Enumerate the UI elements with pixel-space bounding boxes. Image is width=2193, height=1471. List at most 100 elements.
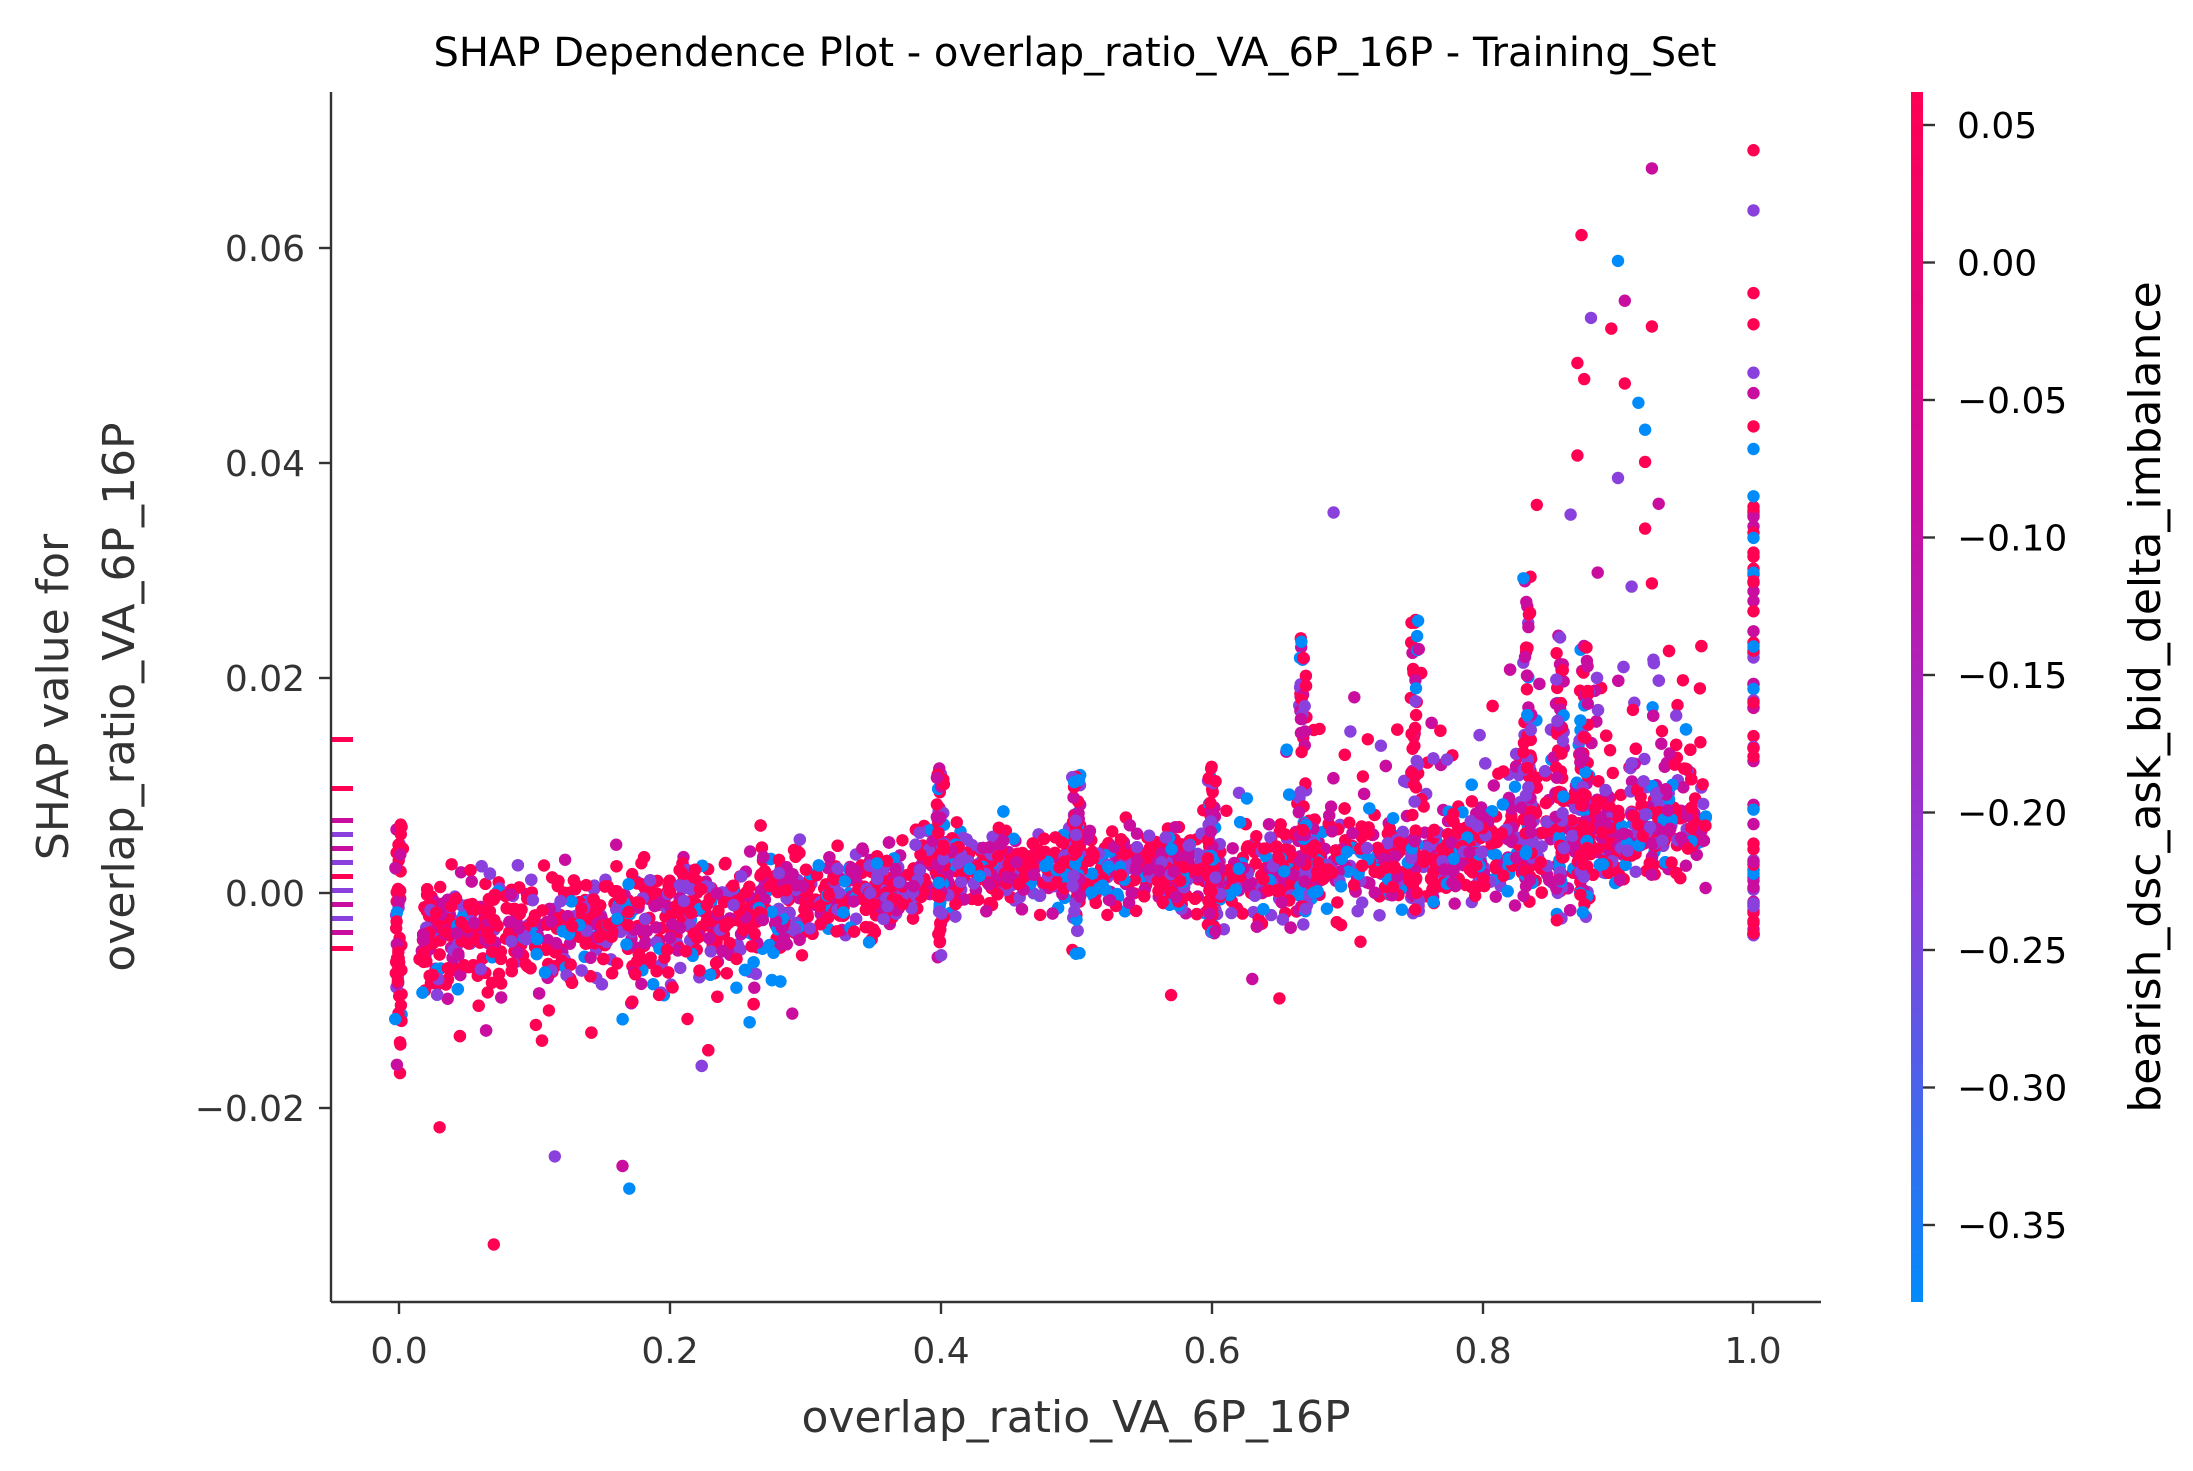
data-point — [640, 924, 653, 938]
data-point — [1591, 703, 1605, 717]
data-point — [1106, 825, 1119, 838]
data-point — [679, 945, 693, 958]
colorbar-tick-label: −0.05 — [1957, 381, 2067, 422]
data-point — [1310, 865, 1324, 878]
data-point — [1209, 775, 1222, 788]
data-point — [1747, 286, 1760, 300]
data-point — [1495, 827, 1509, 840]
data-point — [1591, 566, 1604, 579]
data-point — [445, 858, 458, 871]
data-point — [1320, 902, 1334, 915]
data-point — [454, 916, 468, 929]
data-point — [1636, 829, 1649, 842]
data-point — [774, 975, 787, 988]
data-point — [1225, 906, 1238, 920]
data-point — [1747, 817, 1760, 831]
data-point — [389, 1012, 402, 1026]
data-point — [1485, 805, 1499, 818]
data-point — [568, 883, 582, 896]
data-point — [1632, 839, 1646, 852]
data-point — [575, 902, 588, 915]
data-point — [1248, 889, 1262, 902]
data-point — [479, 1024, 493, 1037]
data-point — [1695, 639, 1708, 653]
data-point — [930, 771, 944, 784]
data-point — [1747, 867, 1760, 880]
data-point — [992, 821, 1006, 834]
data-point — [1637, 775, 1650, 788]
data-point — [1058, 855, 1071, 868]
data-point — [799, 863, 813, 876]
data-point — [1535, 826, 1549, 840]
data-point — [1249, 857, 1262, 870]
data-point — [454, 866, 468, 879]
data-point — [1169, 821, 1182, 834]
data-point — [907, 879, 920, 893]
data-point — [434, 880, 447, 894]
data-point — [937, 852, 950, 866]
colorbar-tick-label: −0.35 — [1957, 1206, 2067, 1247]
data-point — [563, 937, 577, 950]
data-point — [1520, 845, 1533, 858]
data-point — [389, 861, 402, 874]
data-point — [1386, 812, 1400, 825]
data-point — [602, 918, 615, 931]
data-point — [610, 885, 623, 898]
data-point — [1129, 863, 1143, 877]
data-point — [1427, 752, 1440, 765]
data-point — [763, 879, 777, 893]
data-point — [1747, 144, 1760, 157]
data-point — [488, 888, 501, 901]
data-point — [1034, 847, 1047, 861]
data-point — [1747, 594, 1760, 608]
data-point — [727, 898, 740, 912]
data-point — [441, 962, 454, 975]
data-point — [882, 836, 896, 849]
data-point — [1564, 904, 1577, 917]
data-point — [780, 884, 793, 897]
data-point — [1679, 762, 1693, 776]
data-point — [684, 906, 697, 920]
data-point — [1697, 797, 1710, 811]
data-point — [1323, 809, 1336, 822]
data-point — [1621, 844, 1634, 857]
data-point — [1033, 889, 1047, 902]
data-point — [1518, 650, 1532, 664]
data-point — [932, 876, 945, 889]
data-point — [1574, 714, 1587, 727]
data-point — [1614, 788, 1628, 802]
data-point — [1409, 781, 1423, 794]
data-point — [1298, 875, 1311, 888]
data-point — [426, 968, 439, 982]
data-point — [1645, 162, 1659, 175]
data-point — [660, 943, 674, 957]
data-point — [1409, 682, 1423, 695]
data-point — [564, 958, 577, 971]
data-point — [1747, 899, 1760, 912]
data-point — [765, 905, 779, 919]
data-point — [1550, 647, 1563, 660]
data-point — [986, 830, 999, 843]
data-point — [1379, 861, 1392, 875]
data-point — [593, 930, 606, 944]
data-point — [684, 883, 697, 896]
data-point — [1521, 708, 1534, 722]
data-point — [1071, 924, 1084, 937]
data-point — [1141, 849, 1154, 862]
data-point — [1523, 606, 1537, 620]
data-point — [452, 947, 465, 961]
data-point — [1539, 796, 1553, 810]
data-point — [933, 890, 946, 903]
data-point — [1204, 815, 1218, 828]
data-point — [1577, 731, 1591, 744]
data-point — [1747, 750, 1760, 763]
x-tick-label: 0.2 — [641, 1331, 698, 1372]
data-point — [704, 968, 717, 981]
data-point — [982, 878, 996, 891]
data-point — [1747, 531, 1760, 545]
data-point — [1130, 827, 1144, 840]
data-point — [483, 867, 497, 880]
data-point — [1508, 780, 1522, 793]
data-point — [476, 952, 490, 965]
data-point — [1284, 921, 1297, 934]
